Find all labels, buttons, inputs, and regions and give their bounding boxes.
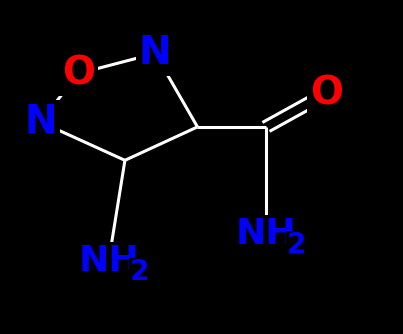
- Text: NH: NH: [79, 243, 139, 278]
- Text: 2: 2: [287, 231, 306, 260]
- Text: N: N: [139, 34, 171, 72]
- Text: NH: NH: [236, 217, 296, 251]
- Text: N: N: [24, 103, 56, 141]
- Text: 2: 2: [129, 258, 149, 286]
- Text: O: O: [62, 54, 95, 93]
- Text: O: O: [310, 74, 343, 113]
